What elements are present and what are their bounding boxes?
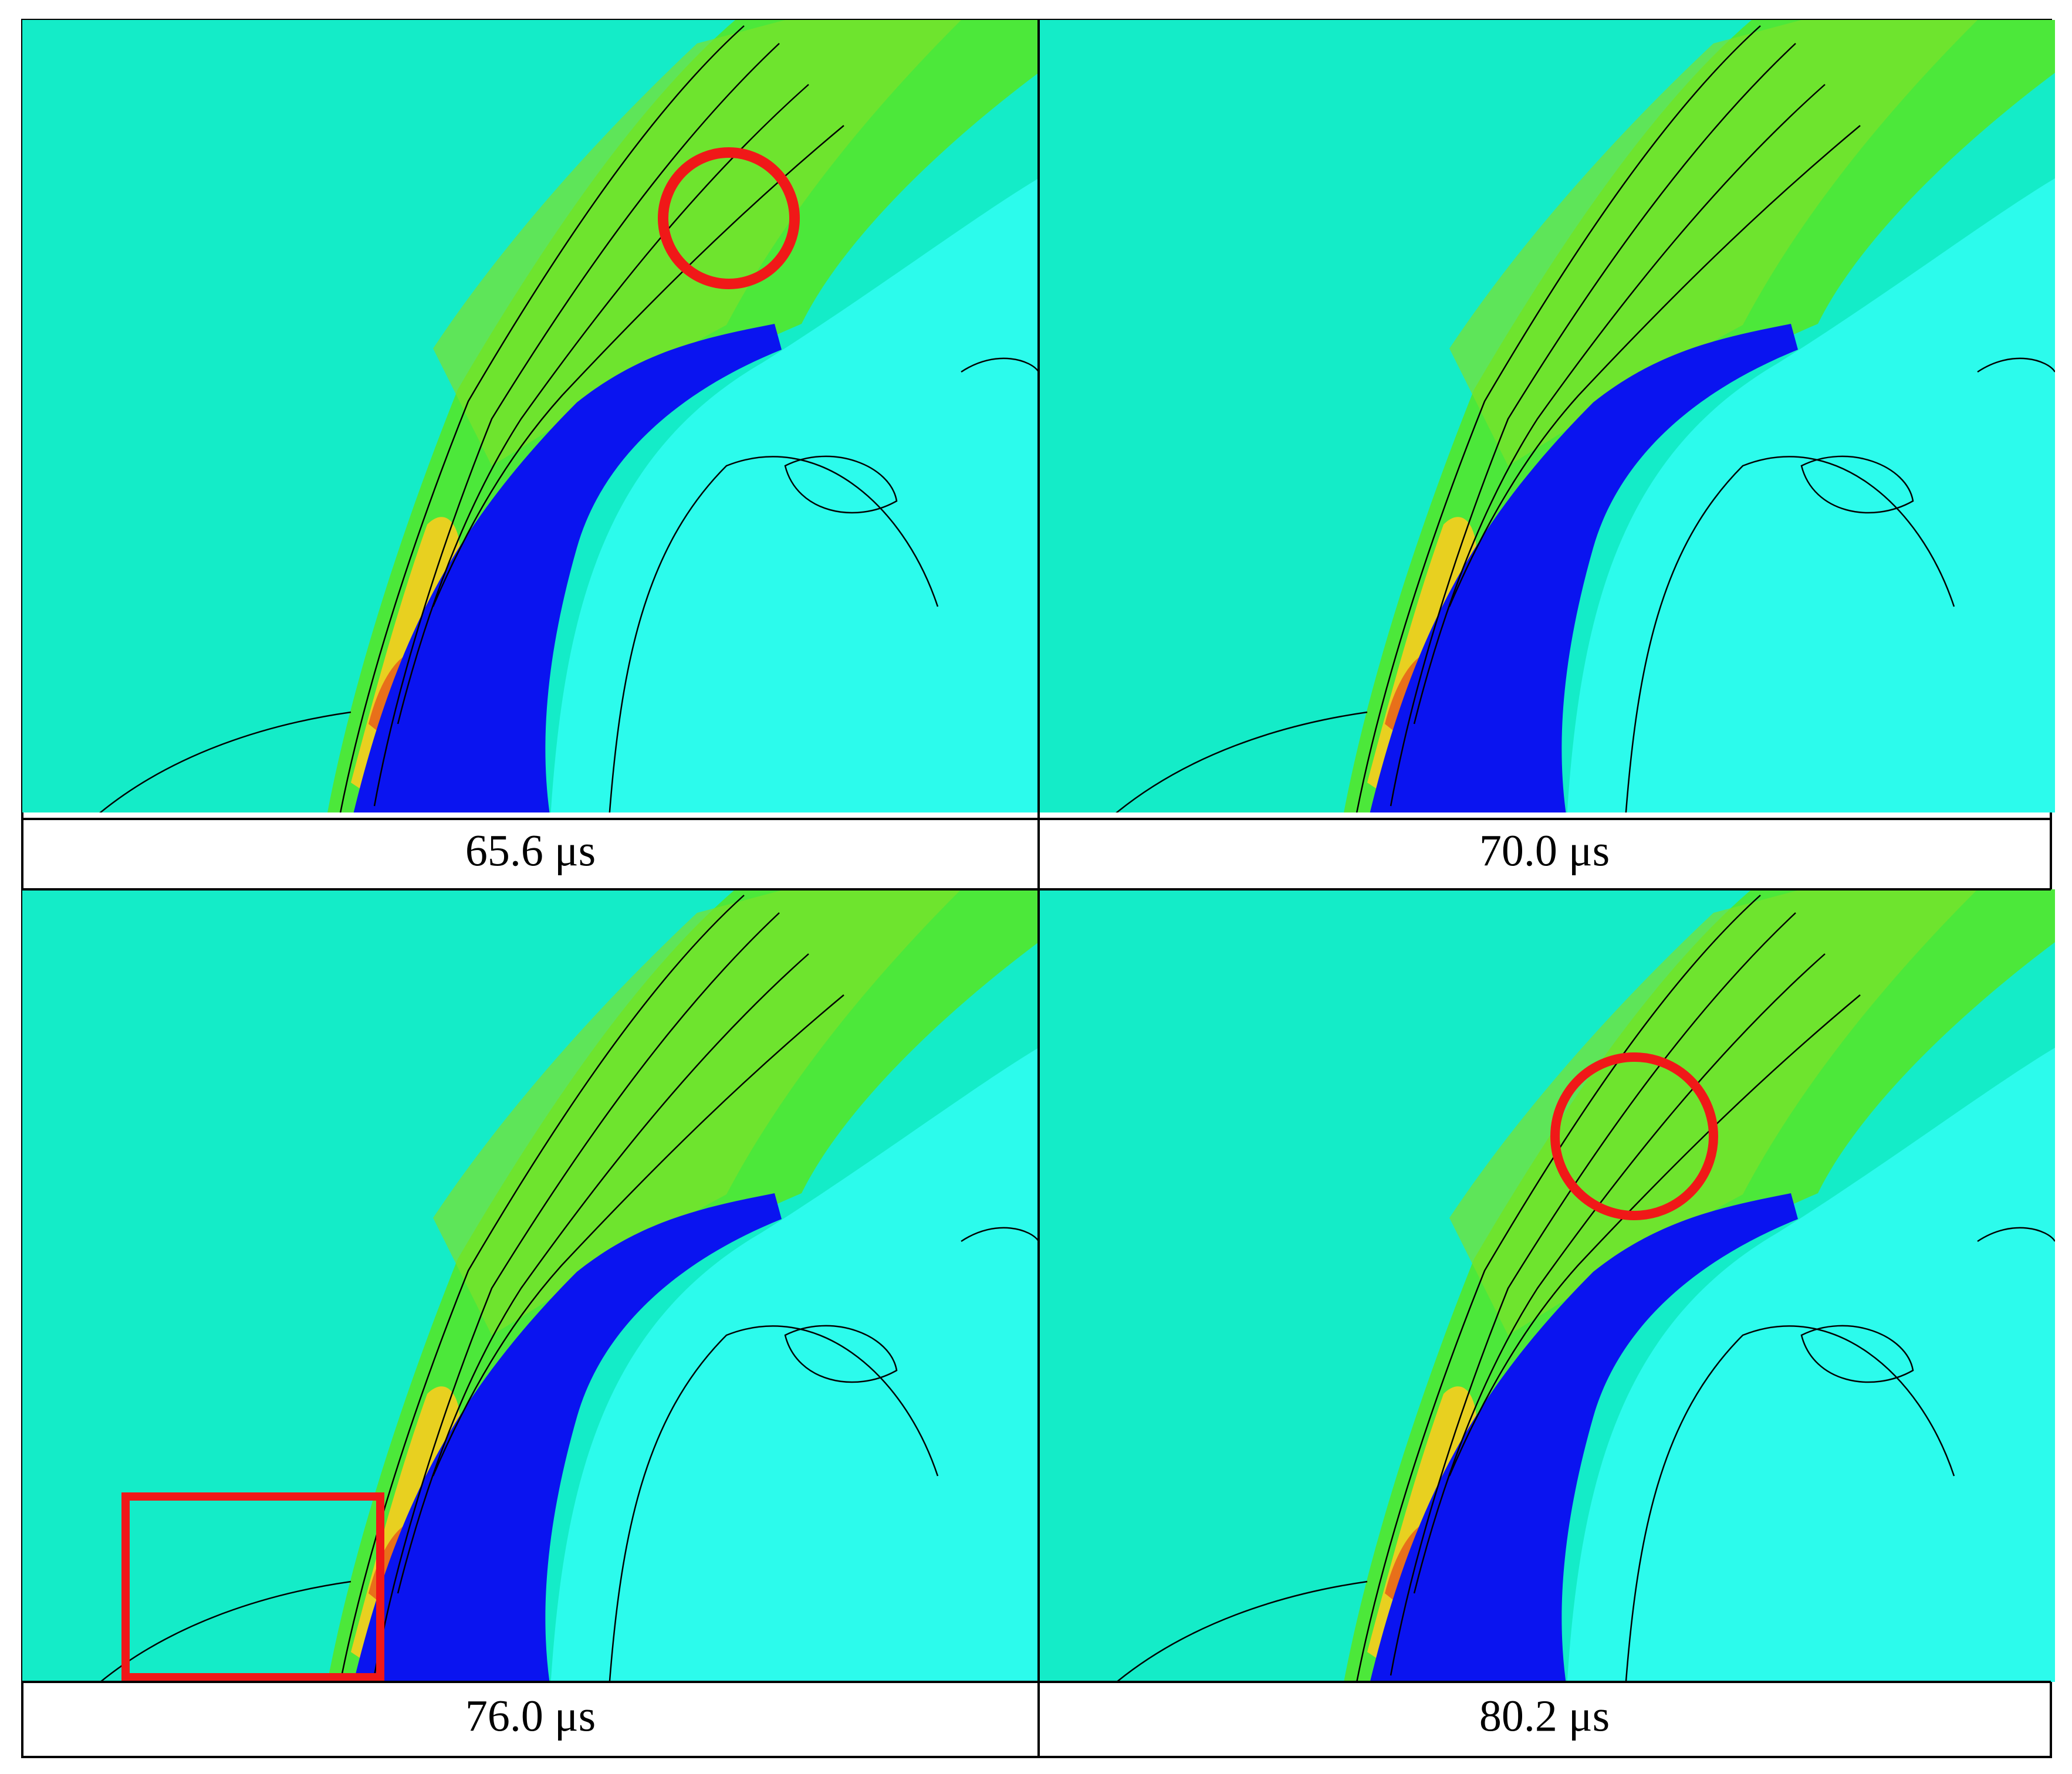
panel-image: [22, 20, 1039, 812]
caption: 65.6 μs: [465, 826, 596, 875]
panel-image: [1039, 20, 2055, 812]
highlight-circle: [1550, 1052, 1718, 1220]
simulation-field: [1039, 889, 2055, 1682]
caption: 76.0 μs: [465, 1691, 596, 1741]
panel-image: [22, 889, 1039, 1682]
highlight-circle: [658, 147, 800, 289]
simulation-field: [22, 889, 1039, 1682]
panel-image: [1039, 889, 2055, 1682]
caption: 80.2 μs: [1479, 1691, 1610, 1741]
simulation-field: [1039, 20, 2055, 812]
simulation-field: [22, 20, 1039, 812]
highlight-box: [121, 1492, 384, 1681]
grid-lines: [22, 20, 2051, 1757]
caption: 70.0 μs: [1479, 826, 1610, 875]
